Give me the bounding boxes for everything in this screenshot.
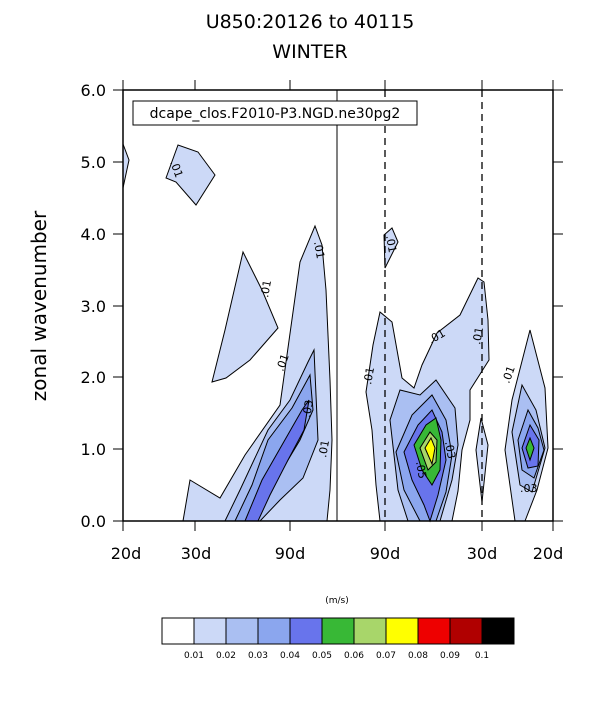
x-tick-label: 90d bbox=[370, 544, 401, 563]
contour-label: .03 bbox=[520, 482, 538, 495]
y-ticks bbox=[113, 89, 563, 522]
colorbar-swatch bbox=[225, 617, 259, 645]
colorbar-swatch bbox=[353, 617, 387, 645]
colorbar-swatch bbox=[385, 617, 419, 645]
contour-label: .01 bbox=[383, 234, 399, 253]
x-tick-label: 20d bbox=[533, 544, 564, 563]
colorbar-label: 0.09 bbox=[440, 651, 460, 661]
colorbar-label: 0.08 bbox=[408, 651, 428, 661]
contour-label: .01 bbox=[470, 326, 486, 345]
y-tick-label: 6.0 bbox=[81, 81, 106, 100]
colorbar-swatch bbox=[193, 617, 227, 645]
colorbar-swatch bbox=[257, 617, 291, 645]
contour-region-0.05 bbox=[525, 436, 535, 462]
contour-labels: .01 .01 .01 .01 .03 .01 .01 .01 .01 .01 … bbox=[167, 159, 537, 495]
contour-label: .01 bbox=[311, 240, 327, 259]
colorbar-label: 0.07 bbox=[376, 651, 396, 661]
y-tick-label: 1.0 bbox=[81, 440, 106, 459]
contour-label: .03 bbox=[300, 399, 316, 418]
contour-region-0.01 bbox=[122, 143, 130, 189]
y-tick-label: 0.0 bbox=[81, 512, 106, 531]
chart-title: U850:20126 to 40115 bbox=[206, 11, 415, 33]
contour-label: .01 bbox=[167, 159, 185, 180]
contour-label: .01 bbox=[500, 364, 518, 385]
contour-label: .01 bbox=[274, 352, 292, 373]
colorbar-label: 0.03 bbox=[248, 651, 268, 661]
colorbar-swatch bbox=[449, 617, 483, 645]
y-tick-label: 4.0 bbox=[81, 225, 106, 244]
y-axis-label: zonal wavenumber bbox=[27, 210, 51, 401]
colorbar-label: 0.05 bbox=[312, 651, 332, 661]
y-tick-label: 2.0 bbox=[81, 368, 106, 387]
contour-label: .05 bbox=[413, 460, 429, 479]
contour-label: .01 bbox=[361, 366, 377, 385]
colorbar-swatch bbox=[481, 617, 515, 645]
contour-region-0.01 bbox=[475, 417, 489, 503]
colorbar-swatch bbox=[289, 617, 323, 645]
contour-label: .03 bbox=[442, 440, 458, 459]
colorbar-label: 0.06 bbox=[344, 651, 364, 661]
info-label-box bbox=[132, 100, 418, 126]
x-tick-label: 30d bbox=[467, 544, 498, 563]
contour-region-0.07 bbox=[424, 436, 436, 466]
colorbar-swatch bbox=[417, 617, 451, 645]
contour-region-0.01 bbox=[165, 144, 216, 206]
contour-label: .01 bbox=[316, 439, 332, 458]
y-tick-label: 3.0 bbox=[81, 297, 106, 316]
contour-region-0.04 bbox=[244, 399, 310, 522]
colorbar-label: 0.1 bbox=[475, 651, 489, 661]
colorbar: 0.01 0.02 0.03 0.04 0.05 0.06 0.07 0.08 0.09 0.1 bbox=[161, 617, 515, 661]
x-tick-label: 90d bbox=[275, 544, 306, 563]
x-tick-label: 30d bbox=[181, 544, 212, 563]
info-label: dcape_clos.F2010-P3.NGD.ne30pg2 bbox=[150, 106, 401, 122]
colorbar-swatch bbox=[321, 617, 355, 645]
colorbar-label: 0.04 bbox=[280, 651, 300, 661]
x-tick-label: 20d bbox=[111, 544, 142, 563]
units-label: (m/s) bbox=[325, 596, 349, 606]
x-ticks bbox=[122, 80, 554, 531]
chart-subtitle: WINTER bbox=[272, 41, 347, 63]
colorbar-label: 0.02 bbox=[216, 651, 236, 661]
contour-region-0.01 bbox=[211, 250, 279, 383]
colorbar-swatch bbox=[161, 617, 195, 645]
colorbar-label: 0.01 bbox=[184, 651, 204, 661]
contour-label: .01 bbox=[258, 279, 274, 298]
y-tick-label: 5.0 bbox=[81, 153, 106, 172]
